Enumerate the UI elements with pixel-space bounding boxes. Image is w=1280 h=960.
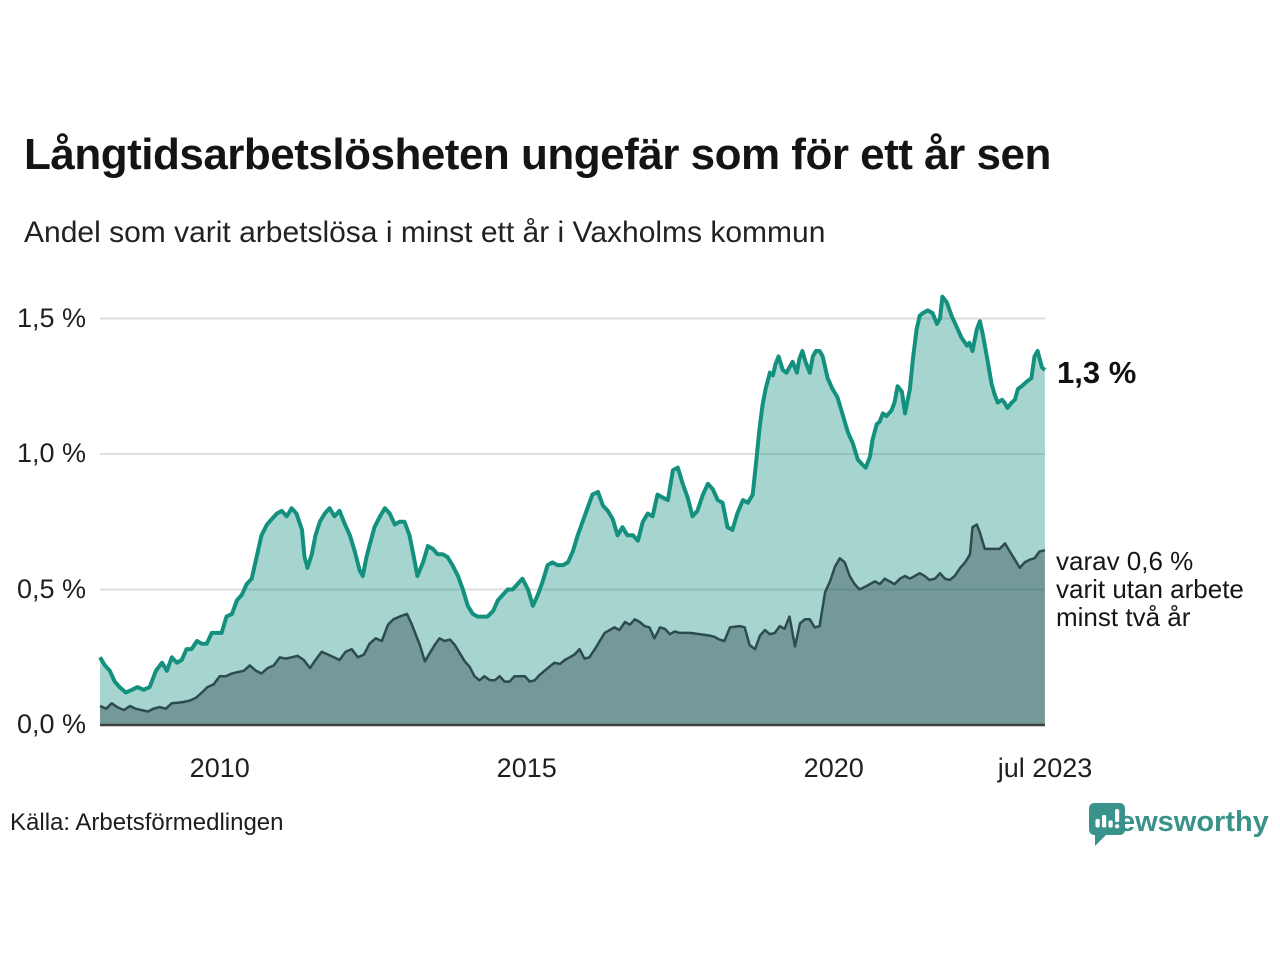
source-credit: Källa: Arbetsförmedlingen xyxy=(10,809,284,836)
x-tick-label: 2015 xyxy=(496,753,557,783)
y-tick-label: 1,0 % xyxy=(16,438,86,468)
total-area xyxy=(100,296,1045,725)
two-year-area xyxy=(100,524,1045,725)
y-tick-label: 1,5 % xyxy=(16,302,86,333)
chart-subtitle: Andel som varit arbetslösa i minst ett å… xyxy=(24,216,826,249)
x-tick-label: 2010 xyxy=(189,753,250,783)
newsworthy-wordmark: Newsworthy xyxy=(1098,806,1269,838)
x-tick-label: 2020 xyxy=(803,753,864,783)
chart-title: Långtidsarbetslösheten ungefär som för e… xyxy=(24,130,1051,179)
two-year-annotation-line2: varit utan arbete xyxy=(1056,574,1244,604)
y-tick-label: 0,0 % xyxy=(16,709,86,739)
newsworthy-icon xyxy=(1089,803,1125,846)
total-line xyxy=(98,294,1047,695)
two-year-annotation-line1: varav 0,6 % xyxy=(1056,546,1194,576)
two-year-annotation: varav 0,6 % varit utan arbete minst två … xyxy=(1056,547,1244,631)
y-tick-label: 0,5 % xyxy=(16,573,86,604)
latest-value-label: 1,3 % xyxy=(1057,355,1137,390)
two-year-annotation-line3: minst två år xyxy=(1056,602,1191,632)
two-year-line xyxy=(99,523,1046,713)
newsworthy-logo: Newsworthy xyxy=(1088,802,1269,846)
x-tick-label: jul 2023 xyxy=(997,753,1093,783)
